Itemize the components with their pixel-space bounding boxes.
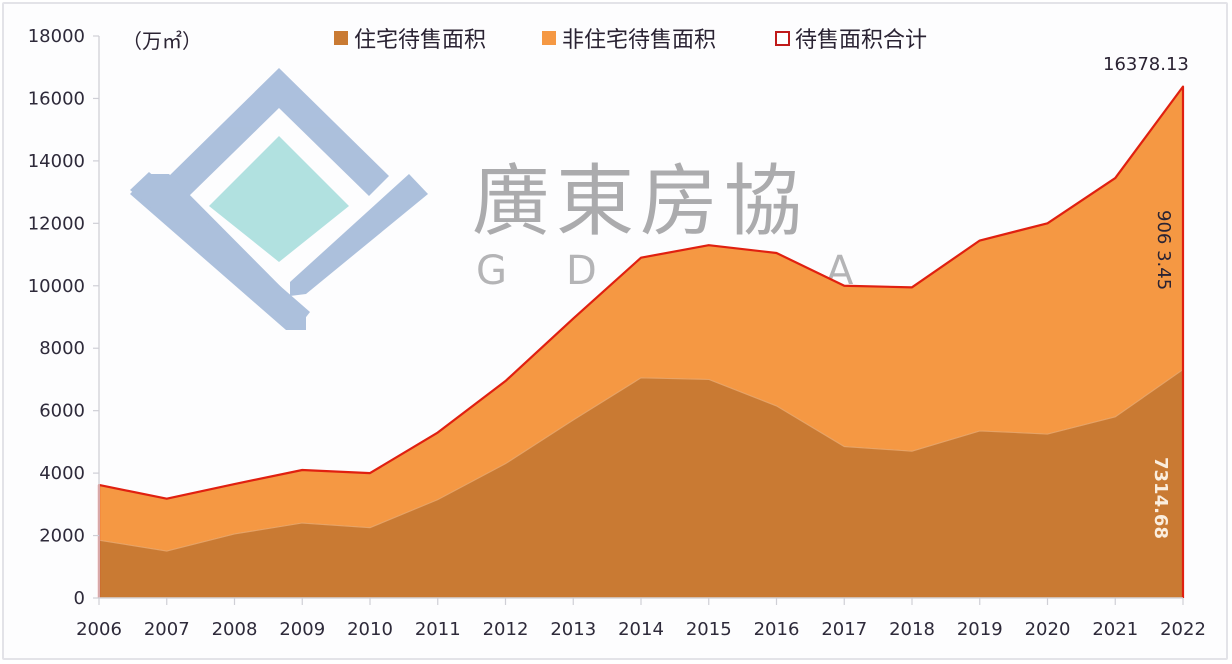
- x-tick-label: 2010: [347, 619, 393, 640]
- unit-label: （万㎡）: [122, 29, 202, 53]
- x-tick-label: 2013: [550, 619, 596, 640]
- x-tick-label: 2020: [1025, 619, 1071, 640]
- y-tick-label: 14000: [28, 151, 85, 172]
- annotation-residential-2022: 7314.68: [1150, 457, 1171, 539]
- y-tick-label: 4000: [39, 463, 85, 484]
- y-tick-label: 0: [74, 588, 85, 609]
- legend: 住宅待售面积 非住宅待售面积 待售面积合计: [334, 28, 927, 53]
- x-tick-label: 2014: [618, 619, 664, 640]
- y-tick-label: 16000: [28, 88, 85, 109]
- x-tick-label: 2008: [212, 619, 258, 640]
- total-outline: [97, 85, 1185, 598]
- y-tick-label: 2000: [39, 526, 85, 547]
- legend-swatch-non-residential: [542, 31, 556, 45]
- x-tick-label: 2021: [1092, 619, 1138, 640]
- x-tick-label: 2016: [754, 619, 800, 640]
- x-tick-label: 2019: [957, 619, 1003, 640]
- legend-label-non-residential: 非住宅待售面积: [562, 28, 716, 53]
- annotation-total-2022: 16378.13: [1103, 54, 1189, 75]
- legend-swatch-total: [775, 31, 790, 46]
- y-tick-label: 12000: [28, 213, 85, 234]
- x-tick-label: 2022: [1160, 619, 1206, 640]
- x-axis-ticks: 2006 2007 2008 2009 2010 2011 2012 2013 2014 2015…: [76, 598, 1206, 640]
- x-tick-label: 2012: [483, 619, 529, 640]
- x-tick-label: 2009: [279, 619, 325, 640]
- y-tick-label: 18000: [28, 26, 85, 47]
- gdrea-watermark-logo: 廣東房協 G D A: [130, 68, 854, 330]
- x-tick-label: 2007: [144, 619, 190, 640]
- annotation-non-residential-2022: 906 3.45: [1153, 210, 1174, 290]
- legend-item-non-residential[interactable]: 非住宅待售面积: [542, 28, 716, 53]
- y-axis-ticks: 0 2000 4000 6000 8000 10000 12000 14000 16000 180…: [28, 26, 99, 609]
- watermark-chinese-text: 廣東房協: [472, 157, 808, 247]
- diamond-logo-icon: [130, 68, 428, 330]
- y-tick-label: 8000: [39, 338, 85, 359]
- watermark-letter-d: D: [566, 248, 597, 294]
- x-tick-label: 2018: [889, 619, 935, 640]
- legend-label-residential: 住宅待售面积: [354, 28, 486, 53]
- y-tick-label: 6000: [39, 401, 85, 422]
- y-tick-label: 10000: [28, 276, 85, 297]
- watermark-letter-g: G: [476, 248, 507, 294]
- x-tick-label: 2011: [415, 619, 461, 640]
- legend-item-total[interactable]: 待售面积合计: [775, 28, 927, 53]
- residential-area: [98, 368, 1184, 599]
- legend-item-residential[interactable]: 住宅待售面积: [334, 28, 486, 53]
- legend-swatch-residential: [334, 31, 348, 45]
- x-tick-label: 2015: [686, 619, 732, 640]
- x-tick-label: 2017: [821, 619, 867, 640]
- legend-label-total: 待售面积合计: [795, 28, 927, 53]
- x-tick-label: 2006: [76, 619, 122, 640]
